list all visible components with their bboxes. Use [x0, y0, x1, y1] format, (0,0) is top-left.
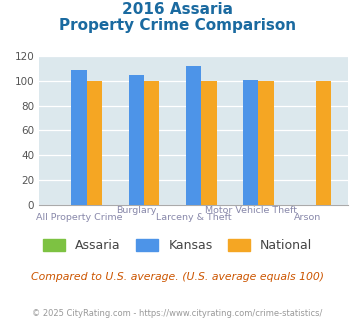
- Bar: [87, 81, 102, 205]
- Bar: [129, 75, 144, 205]
- Text: 2016 Assaria: 2016 Assaria: [122, 2, 233, 16]
- Text: Larceny & Theft: Larceny & Theft: [155, 213, 231, 222]
- Bar: [144, 81, 159, 205]
- Bar: [201, 81, 217, 205]
- Bar: [258, 81, 274, 205]
- Legend: Assaria, Kansas, National: Assaria, Kansas, National: [43, 239, 312, 252]
- Text: All Property Crime: All Property Crime: [36, 213, 122, 222]
- Text: Compared to U.S. average. (U.S. average equals 100): Compared to U.S. average. (U.S. average …: [31, 272, 324, 282]
- Text: Arson: Arson: [294, 213, 322, 222]
- Bar: [186, 66, 201, 205]
- Bar: [243, 80, 258, 205]
- Text: Motor Vehicle Theft: Motor Vehicle Theft: [205, 206, 297, 215]
- Bar: [71, 70, 87, 205]
- Bar: [316, 81, 331, 205]
- Text: Property Crime Comparison: Property Crime Comparison: [59, 18, 296, 33]
- Text: © 2025 CityRating.com - https://www.cityrating.com/crime-statistics/: © 2025 CityRating.com - https://www.city…: [32, 309, 323, 317]
- Text: Burglary: Burglary: [116, 206, 157, 215]
